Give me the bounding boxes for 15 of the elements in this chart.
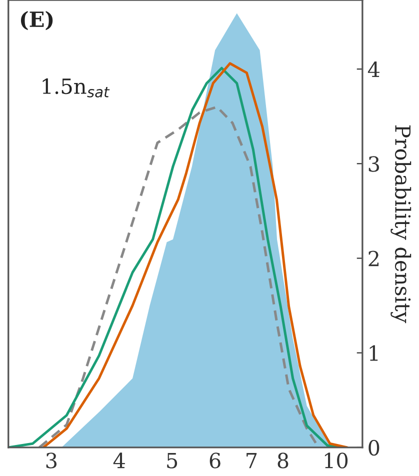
x-tick-label: 10 [324,452,348,468]
x-tick-label: 4 [113,452,125,468]
y-tick-label: 2 [368,250,379,266]
annotation: 1.5n$_{sat}$ [42,78,110,98]
x-tick-label: 7 [246,452,257,468]
x-tick-label: 6 [210,452,220,468]
x-tick-label: 5 [167,452,178,468]
y-tick-label: 1 [370,345,378,361]
annotation: (E) [20,11,53,30]
y-tick-label: 0 [368,440,380,456]
x-tick-label: 3 [46,452,57,468]
x-tick-label: 8 [278,452,288,468]
y-tick-label: 4 [368,62,380,77]
y-tick-label: 3 [368,156,380,172]
y-axis-title: Probability density [390,125,412,324]
